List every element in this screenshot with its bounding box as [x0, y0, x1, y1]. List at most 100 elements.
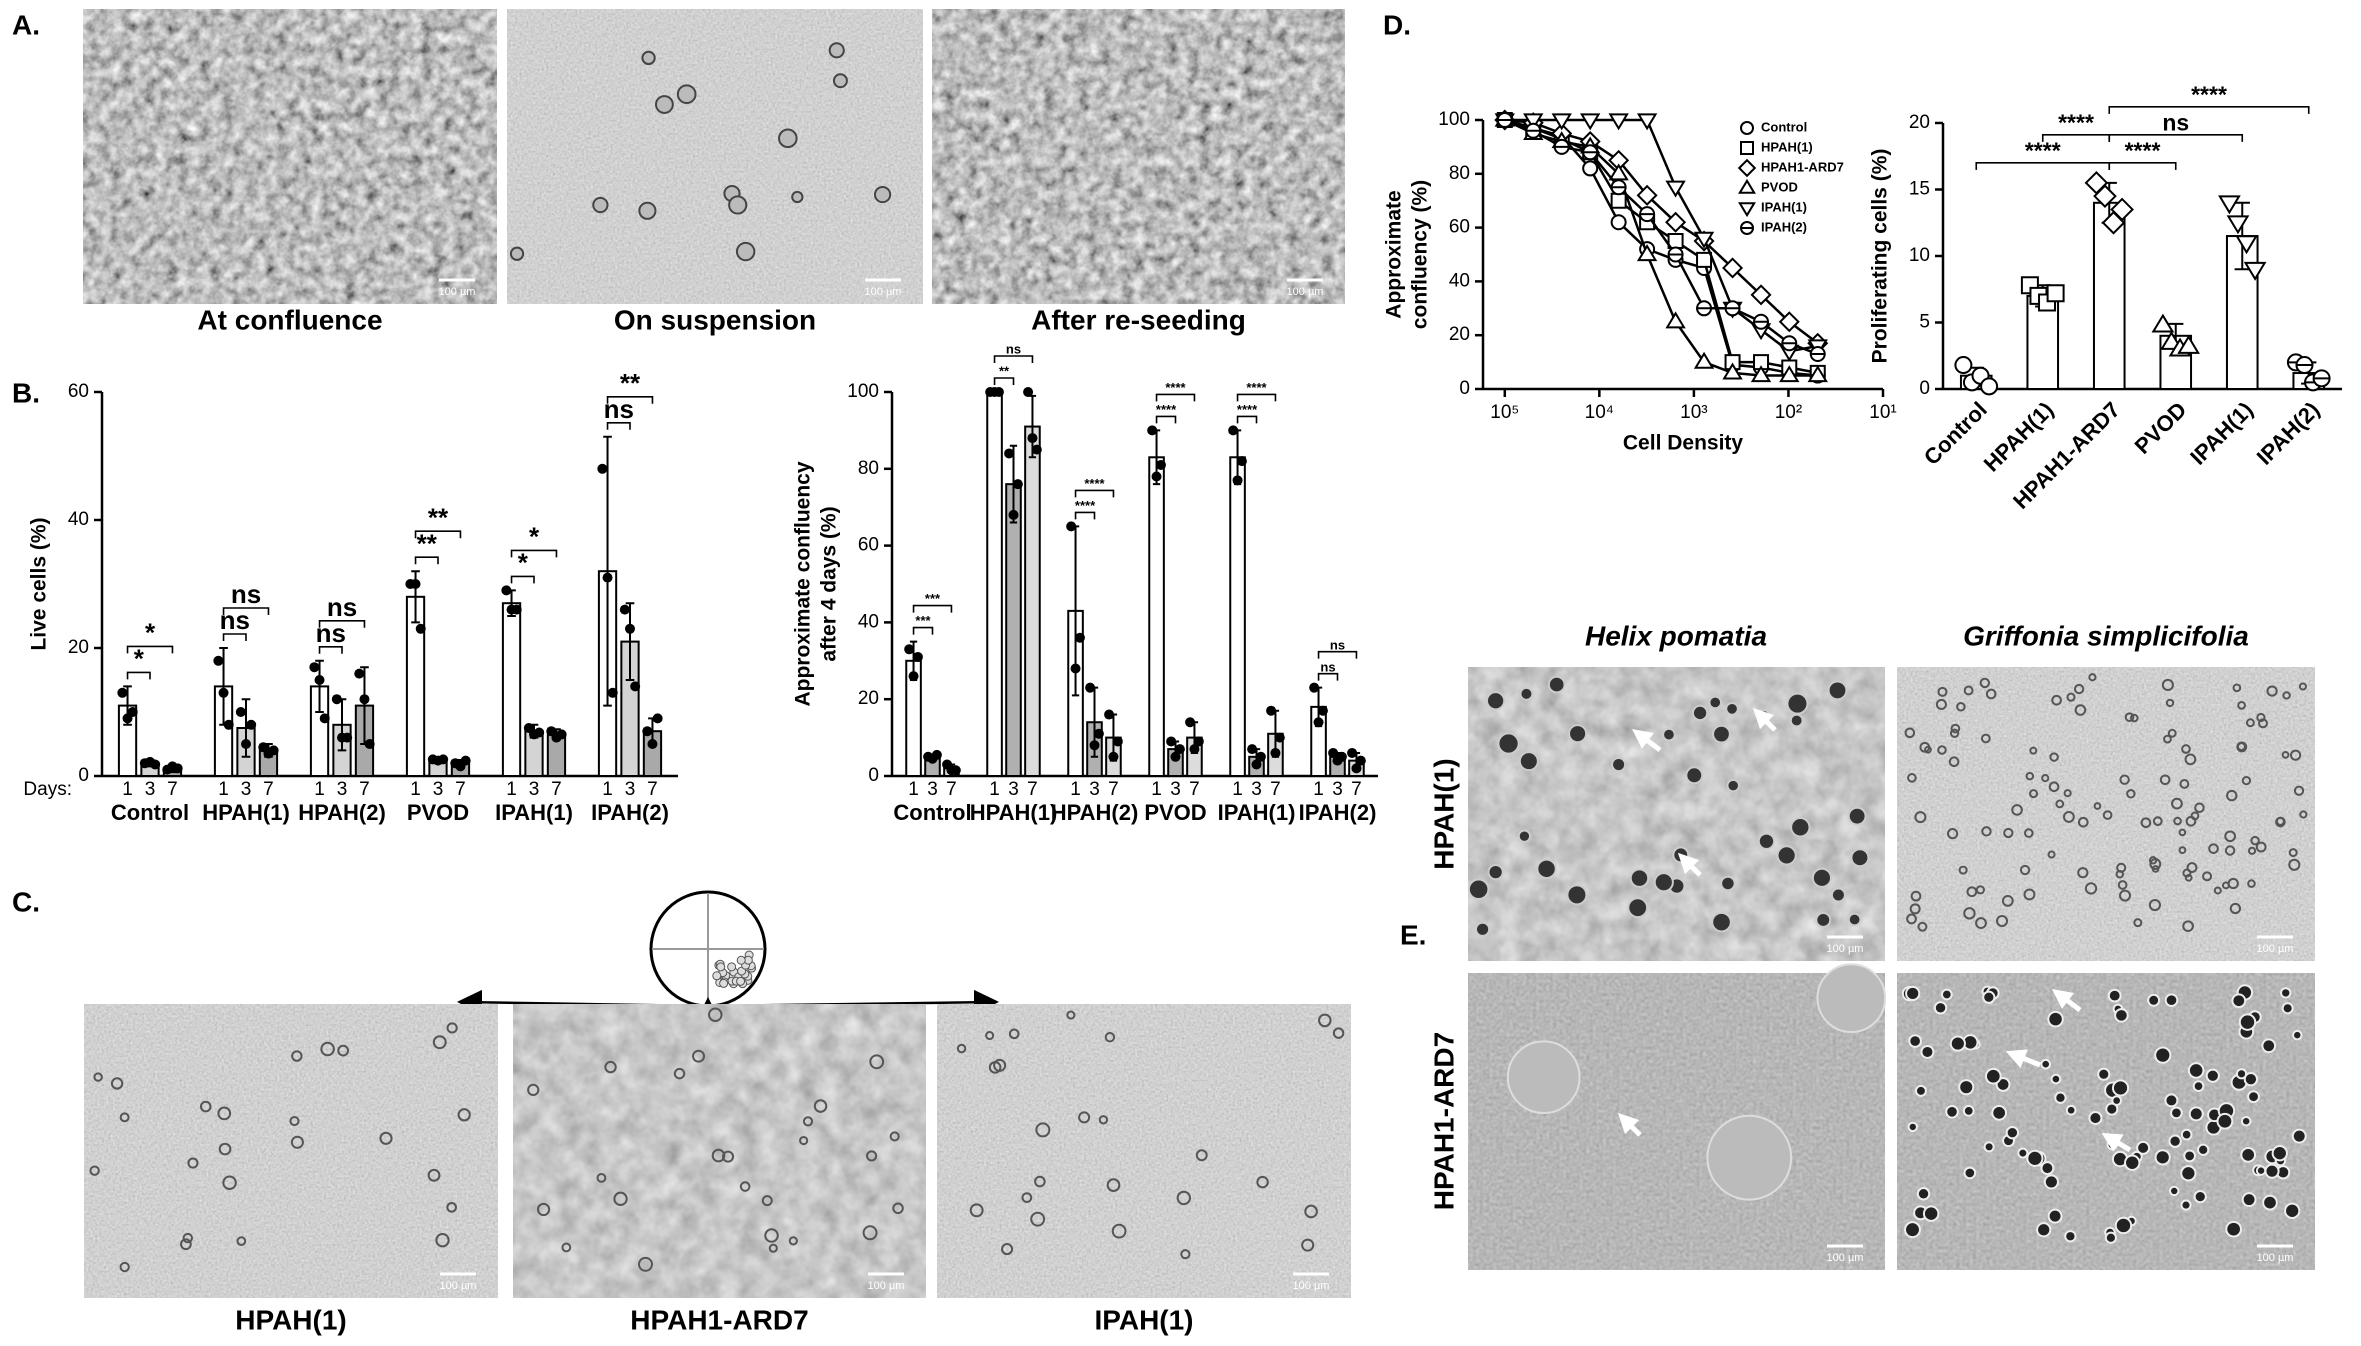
day-label: 1 — [1313, 779, 1324, 800]
cell — [727, 962, 737, 972]
cell — [1920, 1044, 1935, 1059]
significance-label: ** — [428, 502, 449, 532]
y-tick-label: 20 — [1909, 112, 1930, 133]
cell — [2202, 871, 2213, 882]
y-tick-label: 100 — [847, 381, 879, 402]
data-point — [1351, 763, 1362, 774]
series-marker — [1636, 244, 1658, 262]
significance-label: **** — [2025, 138, 2061, 164]
day-label: 7 — [1108, 779, 1119, 800]
cell — [2173, 816, 2182, 826]
series-marker — [1667, 246, 1684, 263]
cell — [2281, 751, 2290, 759]
significance-label: ns — [231, 579, 261, 609]
day-label: 1 — [122, 779, 133, 800]
cell — [2152, 816, 2163, 826]
series-marker — [1553, 138, 1570, 155]
cell — [2216, 1112, 2234, 1130]
cell — [2140, 817, 2152, 829]
cell — [2165, 698, 2175, 708]
cell — [768, 1243, 778, 1253]
bar — [986, 391, 1003, 777]
data-point — [619, 604, 630, 615]
cell — [1948, 756, 1960, 768]
cell — [2062, 811, 2075, 823]
series-marker — [1696, 251, 1713, 268]
column-title: Griffonia simplicifolia — [1963, 620, 2249, 651]
cell — [2023, 888, 2036, 901]
scale-bar-label: 100 µm — [865, 286, 902, 298]
cell — [799, 1135, 809, 1146]
data-point — [1166, 736, 1177, 747]
significance-label: **** — [2191, 82, 2227, 108]
data-point — [597, 463, 608, 474]
cell — [1517, 829, 1532, 843]
day-label: 3 — [927, 779, 938, 800]
cell — [2184, 753, 2197, 766]
data-point — [2312, 369, 2331, 388]
cell — [2298, 682, 2307, 691]
data-point — [223, 719, 234, 730]
cell — [1568, 724, 1588, 744]
day-label: 7 — [647, 779, 658, 800]
significance-label: ns — [220, 605, 250, 635]
series-marker — [1608, 113, 1629, 131]
cell — [2025, 771, 2035, 781]
series-marker — [1750, 284, 1772, 306]
data-point — [1232, 475, 1243, 486]
data-point — [647, 739, 658, 749]
y-tick-label: 40 — [858, 611, 879, 632]
scale-bar-label: 100 µm — [1827, 943, 1864, 955]
cell — [2011, 804, 2023, 816]
data-point — [912, 651, 923, 662]
cell — [592, 196, 609, 214]
cell — [1789, 713, 1804, 728]
cell — [2115, 869, 2125, 879]
cell — [427, 1168, 441, 1182]
cell — [2159, 774, 2171, 786]
cell — [1332, 1027, 1345, 1039]
legend-marker — [1740, 121, 1755, 135]
cell — [2043, 1174, 2059, 1190]
x-tick-label: IPAH(1) — [495, 800, 573, 825]
significance-bracket — [1317, 650, 1358, 659]
cell — [2288, 858, 2301, 871]
cell — [2129, 713, 2139, 723]
arrow — [1752, 707, 1777, 732]
cell — [119, 1112, 130, 1123]
cell — [711, 1148, 726, 1163]
cell — [1935, 698, 1947, 710]
significance-label: * — [145, 618, 156, 648]
cell — [1827, 680, 1848, 701]
bar — [1005, 483, 1022, 777]
significance-label: ** — [620, 368, 641, 398]
cell — [2124, 712, 2135, 723]
cell — [337, 1044, 350, 1057]
x-tick-label: Control — [111, 800, 189, 825]
data-point — [246, 719, 257, 730]
significance-label: * — [134, 644, 145, 674]
cell — [1811, 867, 1833, 888]
cell — [1907, 1121, 1918, 1133]
cell — [1985, 688, 1997, 700]
data-point — [438, 754, 449, 765]
cell — [828, 42, 845, 59]
cell — [2066, 692, 2076, 702]
data-point — [150, 759, 161, 770]
cell — [1982, 990, 1996, 1004]
significance-label: ns — [327, 592, 357, 622]
significance-bracket — [1074, 489, 1115, 498]
cell — [379, 1131, 393, 1145]
cell — [1937, 745, 1947, 755]
cell — [2074, 704, 2087, 716]
data-point — [1228, 425, 1239, 436]
day-label: 1 — [1151, 779, 1162, 800]
significance-label: ns — [2162, 110, 2189, 136]
data-point — [1251, 759, 1262, 770]
x-axis-label: Cell Density — [1623, 432, 1744, 455]
data-point — [1108, 751, 1119, 762]
cell — [1790, 817, 1811, 838]
day-label: 3 — [1332, 779, 1343, 800]
micrograph — [513, 1004, 926, 1298]
cell — [613, 1191, 628, 1206]
